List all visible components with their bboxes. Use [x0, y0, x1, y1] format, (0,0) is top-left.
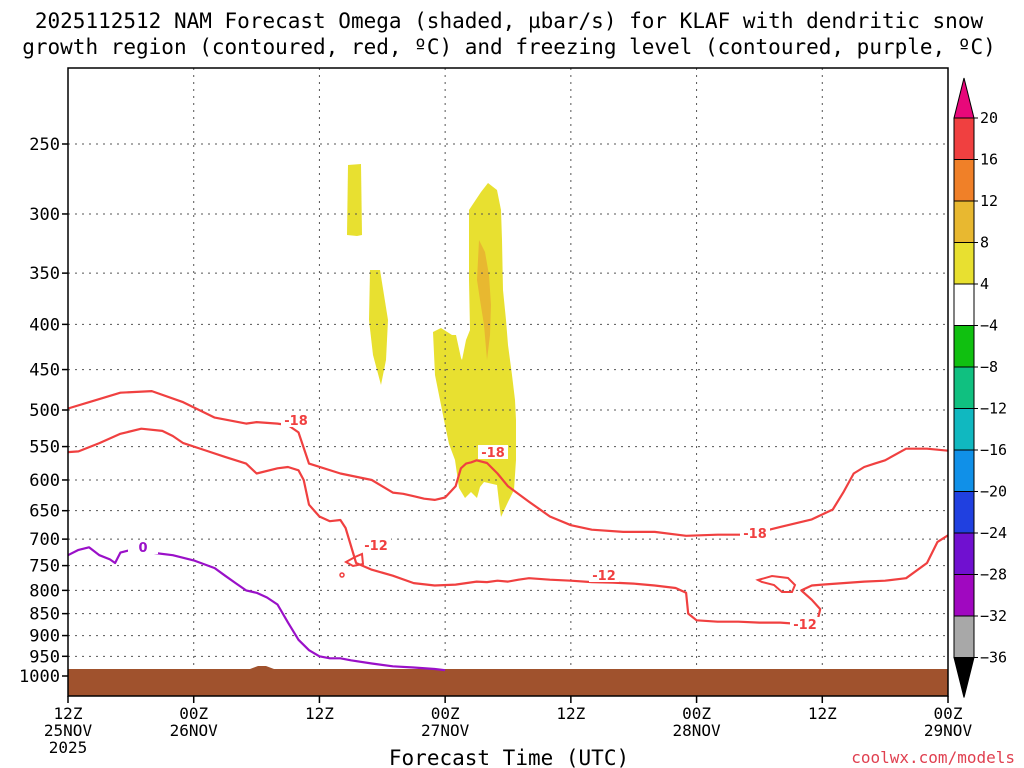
x-axis-label: Forecast Time (UTC): [389, 746, 629, 768]
x-tick-label: 26NOV: [170, 721, 219, 740]
omega-region-b: [369, 270, 388, 385]
colorbar-segment: [953, 491, 975, 534]
contour-label: 0: [138, 541, 147, 556]
omega-region-a: [347, 164, 362, 236]
colorbar-label: 8: [980, 234, 989, 252]
contour-label: -18: [743, 527, 767, 542]
x-tick-label: 12Z: [556, 704, 585, 723]
colorbar-label: 16: [980, 151, 998, 169]
chart-title-line2: growth region (contoured, red, ºC) and f…: [22, 35, 996, 59]
y-tick-label: 550: [29, 438, 60, 458]
y-tick-label: 500: [29, 401, 60, 421]
y-tick-label: 300: [29, 205, 60, 225]
contour-label: -18: [481, 446, 505, 461]
colorbar-label: −24: [980, 524, 1007, 542]
terrain-ground: [68, 669, 948, 696]
x-tick-label: 29NOV: [924, 721, 973, 740]
terrain-bump: [250, 666, 274, 669]
y-tick-label: 750: [29, 557, 60, 577]
colorbar-segment: [953, 242, 975, 285]
colorbar-label: −12: [980, 400, 1007, 418]
contour-label-bg: [740, 526, 770, 540]
colorbar-label: −8: [980, 358, 998, 376]
y-tick-label: 400: [29, 315, 60, 335]
plot-frame: [67, 67, 949, 697]
y-tick-label: 250: [29, 135, 60, 155]
omega-shading-layer: [347, 164, 516, 517]
colorbar-segment: [953, 366, 975, 409]
y-tick-label: 350: [29, 264, 60, 284]
contour-label: -12: [592, 569, 616, 584]
colorbar-segment: [953, 200, 975, 243]
colorbar-label: −4: [980, 317, 998, 335]
x-tick-label: 12Z: [54, 704, 83, 723]
contour-labels: -18 -18 -18 -12 -12 -12 0: [128, 413, 820, 633]
y-tick-label: 1000: [19, 667, 60, 687]
contour-label-bg: [281, 413, 311, 427]
colorbar-segment: [953, 325, 975, 368]
contour-minus18: [67, 390, 949, 537]
colorbar-segment: [953, 408, 975, 451]
contour-label-bg: [790, 617, 820, 631]
y-tick-label: 950: [29, 647, 60, 667]
y-tick-label: 800: [29, 581, 60, 601]
x-tick-label: 2025: [49, 738, 88, 757]
y-tick-label: 900: [29, 627, 60, 647]
contour-lines: [67, 390, 949, 672]
x-tick-label: 12Z: [808, 704, 837, 723]
contour-label-bg: [478, 445, 508, 459]
y-tick-label: 700: [29, 530, 60, 550]
colorbar-label: −16: [980, 441, 1007, 459]
x-tick-label: 00Z: [431, 704, 460, 723]
colorbar-segment: [953, 532, 975, 575]
colorbar-segment: [953, 117, 975, 160]
x-tick-label: 27NOV: [421, 721, 470, 740]
colorbar-segment: [953, 615, 975, 658]
y-axis: 2503003504004505005506006507007508008509…: [19, 135, 68, 687]
contour-freezing-level: [67, 546, 446, 672]
y-tick-label: 450: [29, 361, 60, 381]
x-tick-label: 00Z: [682, 704, 711, 723]
x-tick-label: 12Z: [305, 704, 334, 723]
x-tick-label: 00Z: [934, 704, 963, 723]
contour-label-bg: [589, 568, 619, 582]
contour-label-bg: [128, 540, 158, 554]
contour-label: -18: [284, 414, 308, 429]
y-tick-label: 850: [29, 605, 60, 625]
contour-label: -12: [793, 618, 817, 633]
y-tick-label: 600: [29, 471, 60, 491]
omega-core-8: [477, 240, 491, 360]
x-tick-label: 00Z: [179, 704, 208, 723]
contour-minus12-loop: [343, 552, 365, 568]
y-tick-label: 650: [29, 502, 60, 522]
colorbar-label: −20: [980, 483, 1007, 501]
colorbar: 20 16 12 8 4 −4 −8 −12 −16 −20 −24 −28 −32 −36: [953, 77, 1007, 698]
x-tick-label: 28NOV: [672, 721, 721, 740]
colorbar-segment: [953, 449, 975, 492]
colorbar-arrow-bottom: [953, 657, 975, 698]
colorbar-label: −36: [980, 649, 1007, 667]
contour-label-bg: [361, 538, 391, 552]
colorbar-segment: [953, 159, 975, 202]
omega-main-plume: [433, 183, 516, 517]
colorbar-label: 12: [980, 192, 998, 210]
x-tick-label: 25NOV: [44, 721, 93, 740]
colorbar-label: 4: [980, 275, 989, 293]
colorbar-label: −32: [980, 607, 1007, 625]
credit-text: coolwx.com/models: [851, 748, 1015, 767]
colorbar-label: 20: [980, 109, 998, 127]
contour-minus12-loop-right: [755, 574, 797, 593]
chart-title-line1: 2025112512 NAM Forecast Omega (shaded, µ…: [35, 9, 984, 33]
contour-minus12-dot: [339, 572, 345, 578]
contour-label: -12: [364, 539, 388, 554]
contour-minus12: [67, 427, 949, 625]
colorbar-arrow-top: [953, 77, 975, 119]
colorbar-segment: [953, 574, 975, 617]
colorbar-label: −28: [980, 566, 1007, 584]
colorbar-segment: [953, 283, 975, 326]
